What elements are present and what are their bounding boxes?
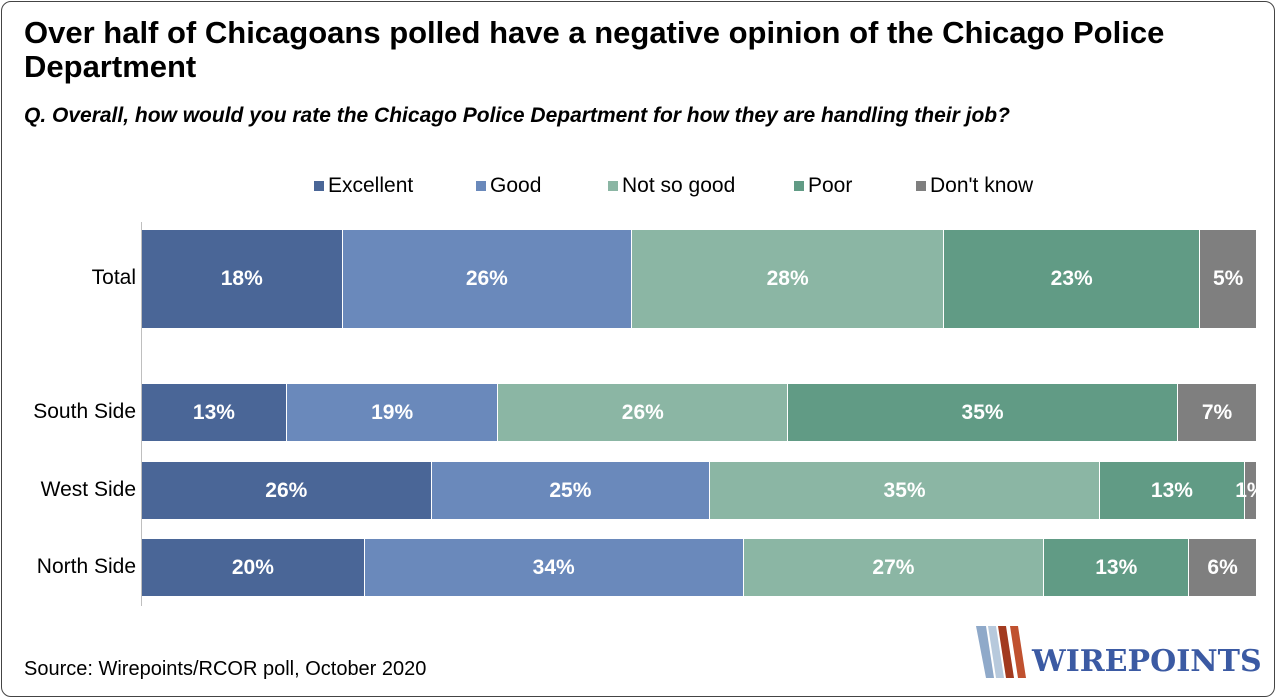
bar-segment-not-so-good: 27% [743, 539, 1045, 596]
bar-segment-poor: 13% [1044, 539, 1190, 596]
data-label: 13% [1095, 555, 1138, 579]
legend-item-don-t-know: Don't know [916, 174, 1033, 198]
data-label: 35% [883, 478, 926, 502]
bar-segment-good: 19% [286, 384, 499, 441]
legend-swatch [916, 181, 926, 191]
logo-wordmark: WIREPOINTS [1032, 644, 1262, 679]
legend-swatch [476, 181, 486, 191]
bar-segment-don-t-know: 6% [1189, 539, 1256, 596]
category-axis-line [141, 222, 142, 606]
data-label: 26% [621, 400, 664, 424]
chart-title: Over half of Chicagoans polled have a ne… [24, 15, 1165, 84]
bar-segment-excellent: 18% [142, 230, 343, 328]
bar-segment-excellent: 13% [142, 384, 287, 441]
data-label: 35% [961, 400, 1004, 424]
data-label: 34% [532, 555, 575, 579]
bar-segment-good: 26% [342, 230, 633, 328]
legend-item-poor: Poor [794, 174, 852, 198]
bar-segment-excellent: 20% [142, 539, 365, 596]
data-label: 19% [371, 400, 414, 424]
bar-segment-good: 25% [431, 462, 711, 519]
category-label-south-side: South Side [33, 399, 136, 423]
bar-segment-poor: 13% [1100, 462, 1245, 519]
wirepoints-logo: WIREPOINTS [974, 622, 1264, 682]
data-label: 6% [1207, 555, 1238, 579]
wirepoints-w-icon [976, 626, 1026, 678]
data-label: 23% [1050, 267, 1093, 290]
data-label: 7% [1201, 400, 1233, 424]
legend-swatch [314, 181, 324, 191]
data-label: 13% [1150, 478, 1193, 502]
bar-segment-good: 34% [364, 539, 744, 596]
bar-segment-not-so-good: 28% [632, 230, 945, 328]
data-label: 1% [1235, 478, 1266, 502]
bar-segment-not-so-good: 35% [710, 462, 1101, 519]
legend-label: Good [490, 174, 542, 197]
legend-item-excellent: Excellent [314, 174, 413, 198]
bar-segment-don-t-know: 1% [1235, 462, 1266, 519]
bar-segment-don-t-know: 7% [1178, 384, 1256, 441]
bar-segment-poor: 23% [944, 230, 1201, 328]
legend-label: Poor [808, 174, 853, 197]
legend-item-not-so-good: Not so good [608, 174, 735, 198]
legend-item-good: Good [476, 174, 541, 198]
legend-swatch [608, 181, 618, 191]
data-label: 20% [231, 555, 274, 579]
bar-segment-poor: 35% [788, 384, 1178, 441]
data-label: 28% [766, 267, 809, 290]
chart-subtitle: Q. Overall, how would you rate the Chica… [24, 104, 1010, 127]
data-label: 27% [872, 555, 915, 579]
legend: Excellent Good Not so good Poor Don't know [2, 174, 1274, 198]
data-label: 26% [265, 478, 308, 502]
category-label-total: Total [91, 266, 136, 289]
data-label: 26% [465, 267, 508, 290]
data-label: 25% [549, 478, 592, 502]
data-label: 18% [220, 267, 263, 290]
source-note: Source: Wirepoints/RCOR poll, October 20… [24, 658, 427, 680]
bar-segment-not-so-good: 26% [498, 384, 789, 441]
legend-label: Not so good [622, 174, 736, 197]
bar-segment-excellent: 26% [142, 462, 432, 519]
legend-swatch [794, 181, 804, 191]
data-label: 5% [1212, 267, 1244, 290]
legend-label: Excellent [328, 174, 414, 197]
bar-segment-don-t-know: 5% [1200, 230, 1256, 328]
data-label: 13% [192, 400, 235, 424]
category-label-north-side: North Side [36, 554, 136, 578]
category-label-west-side: West Side [40, 477, 136, 501]
legend-label: Don't know [930, 174, 1034, 197]
